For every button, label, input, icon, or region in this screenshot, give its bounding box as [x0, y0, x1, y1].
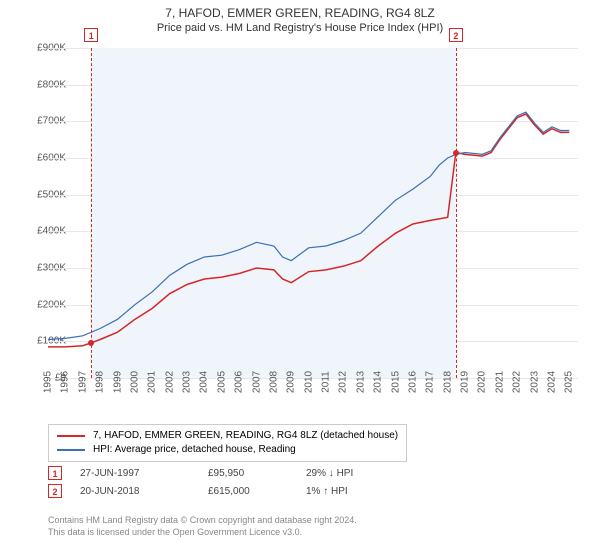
footnote: Contains HM Land Registry data © Crown c… [48, 514, 357, 538]
datapoint-pct: 1% ↑ HPI [306, 486, 348, 497]
legend-swatch [57, 449, 85, 451]
x-tick-label: 2010 [303, 371, 314, 393]
x-tick-label: 2001 [147, 371, 158, 393]
datapoint-price: £95,950 [208, 468, 288, 479]
x-tick-label: 2025 [564, 371, 575, 393]
x-tick-label: 2016 [407, 371, 418, 393]
datapoint-row: 2 20-JUN-2018 £615,000 1% ↑ HPI [48, 484, 353, 498]
x-tick-label: 2022 [512, 371, 523, 393]
x-tick-label: 2017 [425, 371, 436, 393]
series-svg [48, 48, 578, 378]
datapoint-marker: 1 [48, 466, 62, 480]
x-tick-label: 2006 [234, 371, 245, 393]
x-tick-label: 2019 [460, 371, 471, 393]
x-tick-label: 2009 [286, 371, 297, 393]
x-tick-label: 2023 [529, 371, 540, 393]
chart-container: 7, HAFOD, EMMER GREEN, READING, RG4 8LZ … [0, 0, 600, 560]
x-tick-label: 1995 [43, 371, 54, 393]
x-tick-label: 2011 [321, 371, 332, 393]
x-tick-label: 2012 [338, 371, 349, 393]
x-tick-label: 2005 [216, 371, 227, 393]
legend-label: HPI: Average price, detached house, Read… [93, 443, 296, 457]
datapoint-pct: 29% ↓ HPI [306, 468, 353, 479]
x-tick-label: 2007 [251, 371, 262, 393]
x-tick-label: 2000 [129, 371, 140, 393]
marker-box: 2 [449, 28, 463, 42]
x-tick-label: 1999 [112, 371, 123, 393]
marker-dot [453, 150, 459, 156]
datapoint-date: 27-JUN-1997 [80, 468, 190, 479]
footnote-line: This data is licensed under the Open Gov… [48, 526, 357, 538]
datapoint-marker: 2 [48, 484, 62, 498]
x-tick-label: 1997 [77, 371, 88, 393]
x-tick-label: 2004 [199, 371, 210, 393]
footnote-line: Contains HM Land Registry data © Crown c… [48, 514, 357, 526]
datapoint-date: 20-JUN-2018 [80, 486, 190, 497]
x-tick-label: 2015 [390, 371, 401, 393]
x-tick-label: 1996 [60, 371, 71, 393]
x-tick-label: 2020 [477, 371, 488, 393]
legend-label: 7, HAFOD, EMMER GREEN, READING, RG4 8LZ … [93, 429, 398, 443]
legend-swatch [57, 435, 85, 437]
x-tick-label: 2003 [182, 371, 193, 393]
x-tick-label: 2014 [373, 371, 384, 393]
datapoint-row: 1 27-JUN-1997 £95,950 29% ↓ HPI [48, 466, 353, 480]
x-tick-label: 2013 [355, 371, 366, 393]
chart-title: 7, HAFOD, EMMER GREEN, READING, RG4 8LZ [0, 6, 600, 20]
x-tick-label: 2024 [546, 371, 557, 393]
x-tick-label: 2018 [442, 371, 453, 393]
x-tick-label: 2008 [268, 371, 279, 393]
series-hpi [48, 112, 569, 339]
datapoint-price: £615,000 [208, 486, 288, 497]
x-tick-label: 1998 [95, 371, 106, 393]
marker-dot [88, 340, 94, 346]
marker-line [91, 48, 92, 378]
x-tick-label: 2021 [494, 371, 505, 393]
x-tick-label: 2002 [164, 371, 175, 393]
marker-line [456, 48, 457, 378]
plot-area: 12 [48, 48, 578, 378]
legend-row: 7, HAFOD, EMMER GREEN, READING, RG4 8LZ … [57, 429, 398, 443]
marker-box: 1 [84, 28, 98, 42]
legend: 7, HAFOD, EMMER GREEN, READING, RG4 8LZ … [48, 424, 407, 462]
datapoint-table: 1 27-JUN-1997 £95,950 29% ↓ HPI 2 20-JUN-2018… [48, 466, 353, 502]
legend-row: HPI: Average price, detached house, Read… [57, 443, 398, 457]
